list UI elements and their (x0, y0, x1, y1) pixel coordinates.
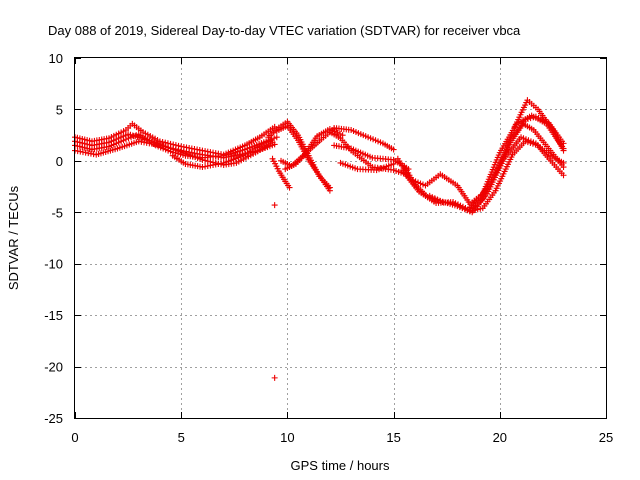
tick-labels: 0 5 10 15 20 25 10 5 0 -5 -10 -15 -20 -25 (44, 51, 613, 445)
x-tick-label: 25 (599, 430, 613, 445)
y-tick-label: 10 (49, 51, 63, 66)
data-point (172, 146, 179, 153)
data-point (339, 132, 346, 139)
data-point (170, 145, 177, 152)
data-point (271, 141, 278, 148)
y-tick-label: -10 (44, 257, 63, 272)
x-tick-label: 15 (386, 430, 400, 445)
data-point (271, 202, 278, 209)
y-tick-label: 0 (56, 154, 63, 169)
data-point (390, 160, 397, 167)
series-track-4 (72, 138, 278, 161)
data-point (273, 134, 280, 141)
x-tick-label: 5 (178, 430, 185, 445)
data-point (527, 115, 534, 122)
x-tick-label: 0 (71, 430, 78, 445)
axis-ticks (75, 58, 607, 419)
x-tick-label: 10 (280, 430, 294, 445)
y-tick-label: -20 (44, 360, 63, 375)
data-point (524, 115, 531, 122)
data-point (175, 146, 182, 153)
data-point (326, 187, 333, 194)
data-point (390, 146, 397, 153)
data-point (271, 374, 278, 381)
data-point (522, 116, 529, 123)
data-point (271, 135, 278, 142)
series-outliers (271, 202, 278, 381)
x-tick-label: 20 (493, 430, 507, 445)
y-tick-label: -5 (51, 205, 63, 220)
y-tick-label: -25 (44, 411, 63, 426)
data-point (560, 159, 567, 166)
series-track-14 (337, 159, 397, 174)
plot-frame (74, 57, 607, 419)
data-point (199, 156, 206, 163)
series-track-5 (169, 137, 274, 171)
data-point (286, 184, 293, 191)
chart-title: Day 088 of 2019, Sidereal Day-to-day VTE… (48, 23, 521, 38)
series-track-13 (331, 124, 397, 153)
y-tick-label: -15 (44, 308, 63, 323)
data-point (164, 144, 171, 151)
series-track-8 (269, 155, 293, 191)
data-point (530, 114, 537, 121)
series-track-18 (426, 138, 567, 215)
data-point (162, 143, 169, 150)
data-point (156, 142, 163, 149)
x-axis-label: GPS time / hours (291, 458, 390, 473)
y-tick-label: 5 (56, 102, 63, 117)
data-point (159, 143, 166, 150)
data-points (72, 97, 567, 381)
data-point (268, 136, 275, 143)
data-point (202, 157, 209, 164)
data-point (560, 147, 567, 154)
data-point (560, 172, 567, 179)
y-axis-label: SDTVAR / TECUs (6, 185, 21, 290)
data-point (167, 145, 174, 151)
series-track-20 (511, 97, 567, 154)
